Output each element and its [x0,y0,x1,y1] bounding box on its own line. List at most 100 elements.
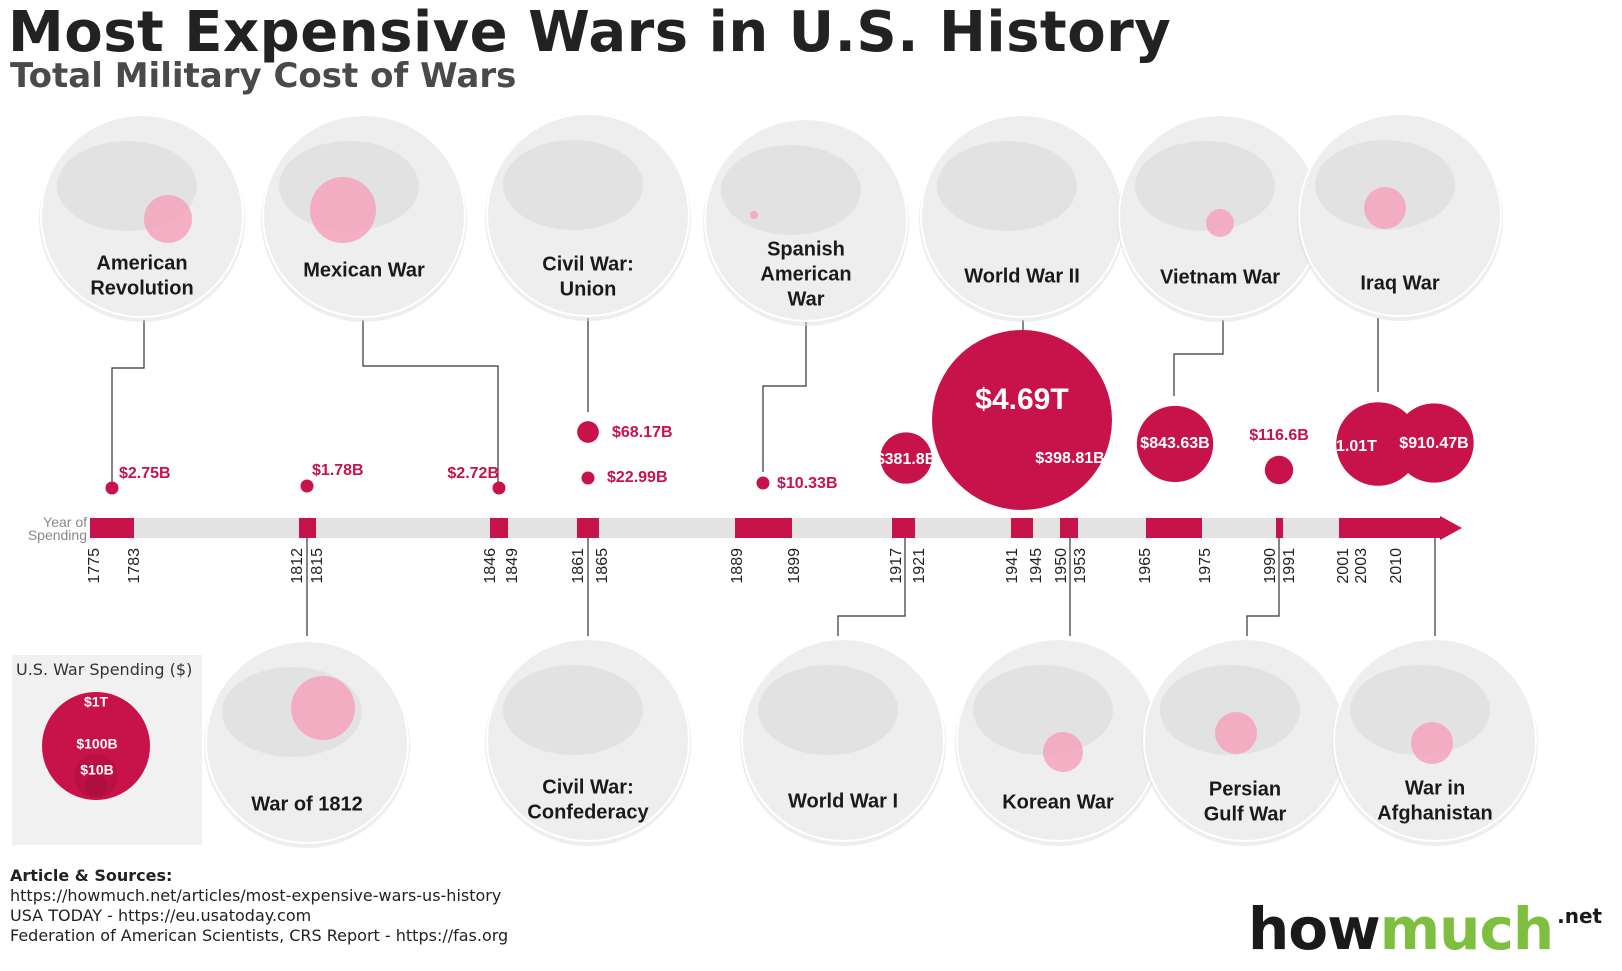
globe-mexican-war: Mexican War [261,114,467,322]
globe-war-name: Confederacy [527,801,649,823]
year-tick-label: 2001 [1335,548,1352,584]
cost-bubble [1136,405,1214,483]
cost-label: $1.78B [312,462,364,479]
logo-much: much [1379,895,1554,963]
globe-war-in-afghanistan: War in Afghanistan [1332,638,1538,846]
connector-line [1246,538,1280,636]
cost-label: $398.81B [1035,450,1104,467]
cost-label: $381.8B [876,451,937,468]
cost-bubble [581,471,595,485]
source-line[interactable]: Federation of American Scientists, CRS R… [10,926,509,945]
legend-title: U.S. War Spending ($) [16,660,193,679]
source-line[interactable]: USA TODAY - https://eu.usatoday.com [10,906,312,925]
globe-iraq-war: Iraq War [1297,113,1503,321]
year-tick-label: 1965 [1137,548,1154,584]
connector-line [362,320,499,488]
war-period-segment [1276,518,1283,538]
year-tick-label: 1815 [309,548,326,584]
cost-label: $910.47B [1399,435,1468,452]
globe-vietnam-war: Vietnam War [1117,114,1323,322]
globe-war-name: Civil War: [542,776,634,798]
region-highlight [310,177,376,243]
year-tick-label: 1889 [729,548,746,584]
globe-war-name: Civil War: [542,253,634,275]
year-tick-label: 1921 [911,548,928,584]
globe-war-name: Iraq War [1360,272,1439,294]
globe-war-name: Vietnam War [1160,266,1280,288]
cost-bubble [756,476,770,490]
globe-american-revolution: American Revolution [39,114,245,322]
cost-bubble [880,432,932,484]
globe-korean-war: Korean War [955,638,1161,846]
page-subtitle: Total Military Cost of Wars [10,56,517,96]
cost-bubble [105,481,119,495]
connector-line [762,318,807,472]
logo-net: .net [1557,904,1603,928]
cost-bubble [932,330,1112,510]
year-tick-label: 1775 [86,548,103,584]
war-period-segment [577,518,599,538]
cost-bubble [492,481,506,495]
cost-label: $22.99B [607,469,668,486]
region-highlight [1411,722,1453,764]
war-period-segment [1060,518,1078,538]
globe-war-name: War in [1405,777,1465,799]
source-line[interactable]: https://howmuch.net/articles/most-expens… [10,886,502,905]
globe-civil-war-union: Civil War: Union [485,113,691,321]
globe-war-name: Persian [1209,778,1281,800]
bubble-layer [105,330,1474,510]
howmuch-logo[interactable]: howmuch .net [1248,900,1602,958]
cost-bubble [1264,455,1294,485]
year-tick-label: 1991 [1281,548,1298,584]
region-highlight [1364,187,1406,229]
year-tick-label: 1861 [570,548,587,584]
war-period-segment [1146,518,1202,538]
globe-war-name: Spanish [767,238,845,260]
year-tick-label: 2003 [1353,548,1370,584]
globe-war-name: War of 1812 [251,793,363,815]
globe-war-name: Afghanistan [1377,802,1493,824]
region-highlight [1043,732,1083,772]
legend-circle-10b [85,775,107,797]
year-tick-label: 1990 [1262,548,1279,584]
cost-bubble [1336,402,1420,486]
globe-war-name: American [760,263,851,285]
legend-level-label: $1T [84,694,109,710]
globe-war-name: World War I [788,790,898,812]
year-tick-label: 2010 [1388,548,1405,584]
sources-block: Article & Sources: https://howmuch.net/a… [10,866,508,946]
land-shape [503,140,643,230]
globe-war-name: War [787,288,824,310]
land-shape [721,145,861,235]
land-shape [1160,665,1300,755]
year-tick-label: 1917 [888,548,905,584]
war-period-segment [735,518,792,538]
year-tick-label: 1865 [594,548,611,584]
globe-world-war-i: World War I [740,638,946,846]
war-period-segment [892,518,915,538]
legend-level-label: $10B [80,762,113,778]
year-tick-label: 1849 [504,548,521,584]
cost-label: $843.63B [1140,435,1209,452]
war-period-segment [490,518,508,538]
war-period-segment [1356,518,1397,538]
cost-bubble [1394,403,1474,483]
land-shape [1350,665,1490,755]
cost-label: $1.01T [1327,438,1377,455]
connector-line [837,538,906,636]
cost-bubble [1043,429,1097,483]
cost-label: $10.33B [777,475,838,492]
year-tick-label: 1783 [126,548,143,584]
land-shape [503,665,643,755]
timeline-arrow [1440,516,1462,540]
region-highlight [750,211,758,219]
land-shape [1315,140,1455,230]
legend-bubbles: $1T $100B $10B [42,692,150,800]
region-highlight [1215,712,1257,754]
page-title: Most Expensive Wars in U.S. History [8,0,1172,65]
year-tick-label: 1953 [1072,548,1089,584]
legend-level-label: $100B [76,736,117,752]
year-tick-label: 1941 [1004,548,1021,584]
region-highlight [144,195,192,243]
